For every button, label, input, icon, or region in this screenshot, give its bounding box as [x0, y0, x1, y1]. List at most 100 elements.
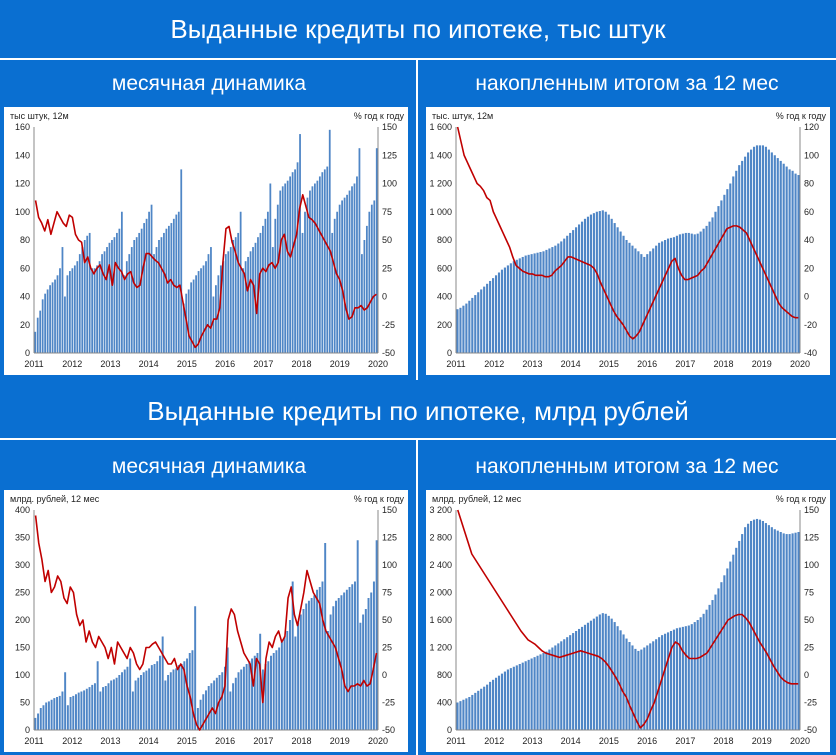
x-tick-label: 2013 — [100, 736, 120, 746]
bar — [684, 626, 687, 730]
bar — [687, 232, 690, 353]
bar — [655, 245, 658, 353]
bar — [223, 666, 226, 730]
bar — [791, 533, 794, 731]
bar — [199, 699, 202, 730]
bar — [664, 633, 667, 730]
bar — [622, 634, 625, 730]
y-tick-label: 3 200 — [429, 505, 452, 515]
bar — [269, 183, 272, 353]
x-tick-label: 2016 — [215, 359, 235, 369]
bar — [509, 668, 512, 731]
bar — [735, 170, 738, 353]
bar — [569, 232, 572, 353]
y-tick-label: 300 — [15, 560, 30, 570]
bar — [678, 234, 681, 353]
x-tick-label: 2017 — [675, 736, 695, 746]
bar — [758, 519, 762, 731]
bar — [572, 230, 575, 353]
bar — [150, 665, 153, 730]
x-tick-label: 2012 — [484, 359, 504, 369]
bar — [145, 218, 148, 353]
y-tick-label: 150 — [15, 643, 30, 653]
bar — [133, 240, 136, 353]
bar — [158, 240, 160, 353]
bar — [93, 683, 96, 730]
bar — [143, 223, 146, 353]
bar — [791, 170, 794, 353]
y-tick-label: 1 600 — [429, 615, 452, 625]
y-tick-label: 50 — [20, 698, 30, 708]
x-tick-label: 2019 — [752, 359, 772, 369]
bar — [210, 247, 212, 353]
bar — [76, 261, 79, 353]
bar — [741, 160, 744, 353]
bar — [61, 247, 64, 353]
y2-tick-label: -40 — [804, 348, 817, 358]
y-tick-label: 800 — [437, 670, 452, 680]
x-tick-label: 2018 — [714, 359, 734, 369]
bar — [566, 637, 569, 730]
bar — [249, 251, 252, 353]
bar — [569, 635, 572, 731]
bar — [264, 664, 267, 730]
bar — [210, 683, 213, 730]
bar — [118, 675, 121, 730]
bar — [205, 261, 207, 353]
bar — [245, 664, 248, 730]
x-tick-label: 2020 — [790, 736, 810, 746]
bar — [123, 275, 126, 353]
bar — [321, 581, 324, 730]
x-tick-label: 2016 — [637, 736, 657, 746]
bar — [486, 684, 489, 731]
bar — [297, 622, 300, 730]
bar — [658, 242, 661, 353]
bar — [542, 653, 545, 730]
bar — [169, 672, 172, 730]
bar — [153, 254, 155, 354]
bar — [752, 519, 756, 731]
bar — [506, 265, 509, 353]
bar — [785, 534, 788, 730]
bar — [732, 176, 735, 353]
bar — [259, 633, 262, 730]
bar — [356, 176, 358, 353]
bar — [788, 169, 791, 354]
bar — [242, 666, 245, 730]
bar — [126, 666, 129, 730]
bar — [165, 228, 168, 353]
bar — [108, 242, 111, 353]
bar — [324, 543, 327, 730]
y-tick-label: 400 — [15, 505, 30, 515]
y2-tick-label: 25 — [382, 263, 392, 273]
divider — [416, 58, 418, 380]
bar — [45, 702, 48, 730]
bar — [197, 271, 200, 353]
bar — [619, 231, 622, 353]
bar — [316, 589, 319, 730]
bar — [328, 129, 331, 353]
bar — [161, 636, 164, 730]
x-tick-label: 2020 — [368, 359, 388, 369]
bar — [102, 687, 105, 730]
bar — [59, 268, 61, 353]
bar — [252, 247, 254, 353]
bar — [191, 650, 194, 730]
bar — [222, 261, 225, 353]
bar — [483, 286, 486, 353]
bar — [492, 278, 495, 353]
bar — [341, 200, 343, 353]
y2-axis-label: % год к году — [354, 111, 405, 121]
bar — [323, 169, 326, 354]
bar — [474, 692, 477, 731]
y-axis-label: млрд. рублей, 12 мес — [432, 494, 522, 504]
y2-tick-label: 125 — [382, 533, 397, 543]
y2-tick-label: -20 — [804, 320, 817, 330]
y2-tick-label: 50 — [382, 235, 392, 245]
bar — [456, 702, 459, 730]
chart-svg: млрд. рублей, 12 мес % год к году 0 400 800 1… — [429, 494, 826, 746]
bar — [557, 243, 560, 353]
bar — [251, 658, 254, 730]
bar — [741, 534, 744, 730]
bar — [782, 533, 785, 731]
